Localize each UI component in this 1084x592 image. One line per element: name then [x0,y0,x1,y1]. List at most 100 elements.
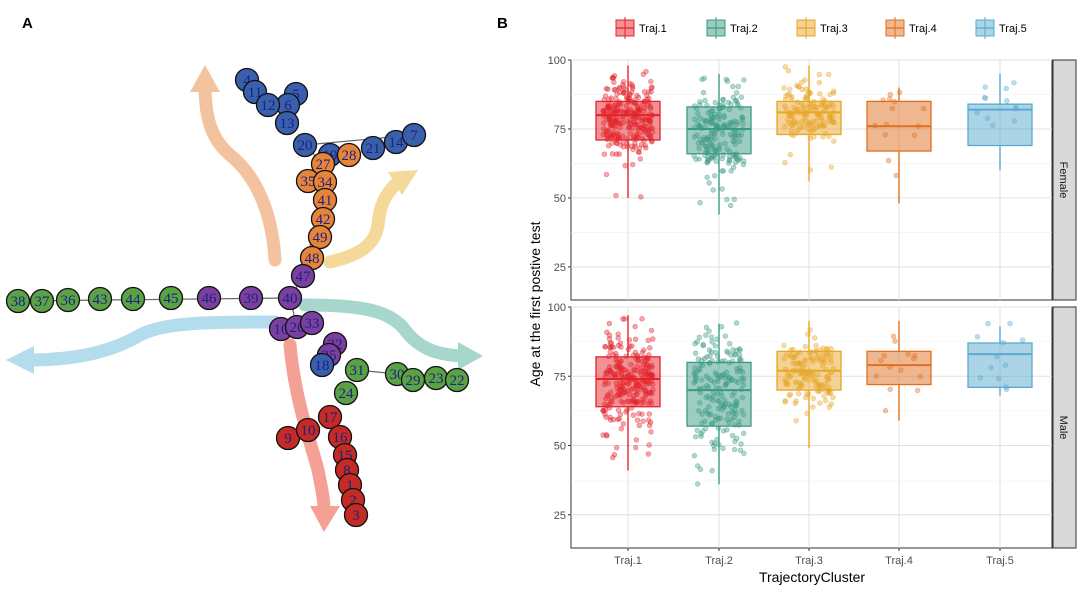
jitter-point [741,158,747,164]
jitter-point [725,99,732,106]
jitter-point [650,336,656,342]
jitter-point [695,356,702,362]
jitter-point [704,159,710,166]
arrow-traj3 [323,178,402,269]
jitter-point [648,85,655,91]
jitter-point [782,159,788,166]
graph-node: 41 [312,187,338,213]
jitter-point [887,91,894,98]
jitter-point [886,96,893,102]
jitter-point [646,422,653,429]
graph-node-label: 45 [164,291,179,307]
graph-node: 40 [277,285,303,311]
jitter-point [629,82,635,88]
trajectory-nodes: 4115612132019282114727353441424948473837… [5,67,470,528]
graph-node-circle [360,135,386,161]
graph-node: 43 [87,286,113,312]
graph-node-label: 43 [93,292,108,308]
arrow-traj4 [198,78,282,267]
graph-node-label: 9 [284,431,292,447]
jitter-point [732,351,739,358]
graph-node-label: 14 [389,135,405,151]
jitter-point [605,143,612,149]
jitter-point [621,89,627,96]
jitter-point [706,180,712,186]
jitter-point [781,342,787,349]
jitter-point [826,404,832,410]
graph-node-label: 36 [61,293,77,309]
jitter-point [827,91,833,98]
graph-node-label: 12 [261,98,276,114]
jitter-point [733,90,740,96]
graph-node-circle [444,367,470,393]
graph-node-label: 7 [410,128,418,144]
jitter-point [636,149,642,156]
jitter-point [720,428,727,434]
graph-node-circle [290,263,316,289]
x-tick-label: Traj.5 [986,555,1014,567]
jitter-point [602,93,609,99]
graph-node-label: 44 [126,292,142,308]
jitter-point [647,345,653,351]
graph-node-label: 3 [352,508,360,524]
graph-node: 31 [344,357,370,383]
jitter-point [612,86,619,93]
graph-node-circle [333,380,359,406]
jitter-point [606,320,613,327]
jitter-point [648,78,654,85]
jitter-point [610,75,616,81]
jitter-point [613,350,619,356]
jitter-point [624,407,630,413]
jitter-point [830,394,836,401]
jitter-point [723,76,729,83]
graph-node-circle [120,286,146,312]
panel-b-label: B [497,15,508,32]
graph-node-label: 6 [284,98,292,114]
jitter-point [696,334,703,341]
legend-label: Traj.3 [820,23,848,35]
jitter-point [731,196,737,203]
jitter-point [731,352,738,358]
jitter-point [706,328,712,334]
x-tick-label: Traj.4 [885,555,913,567]
jitter-point [634,417,641,423]
graph-node: 16 [327,424,353,450]
legend-label: Traj.2 [730,23,758,35]
graph-node-circle [292,132,318,158]
graph-node-label: 10 [301,423,316,439]
graph-node-label: 21 [366,141,381,157]
arrow-traj5 [23,315,282,367]
jitter-point [734,100,741,107]
y-tick-label: 25 [554,510,566,522]
jitter-point [817,91,823,97]
graph-node-label: 5 [292,87,300,103]
graph-node-circle [274,110,300,136]
graph-node: 35 [295,168,321,194]
jitter-point [633,437,640,443]
graph-node-label: 10 [274,322,289,338]
jitter-point [707,353,713,359]
arrow-traj2 [298,298,469,363]
graph-node-label: 34 [318,175,334,191]
graph-node-label: 22 [450,373,465,389]
graph-node-label: 38 [11,294,26,310]
jitter-point [692,350,699,356]
graph-node: 38 [5,288,31,314]
jitter-point [701,75,707,81]
jitter-point [985,320,991,327]
graph-node-label: 35 [301,174,316,190]
jitter-point [617,89,623,96]
facet-strip [1052,59,1077,301]
jitter-point [609,151,616,157]
facet-strip [1052,306,1077,549]
legend-item: Traj.2 [706,17,758,39]
graph-node-circle [344,357,370,383]
box-traj4 [866,87,932,204]
jitter-point [637,156,644,162]
graph-node: 39 [238,285,264,311]
jitter-point [632,323,638,330]
jitter-point [733,320,740,326]
jitter-point [736,346,743,352]
jitter-point [810,395,817,402]
graph-node-label: 4 [243,73,251,89]
